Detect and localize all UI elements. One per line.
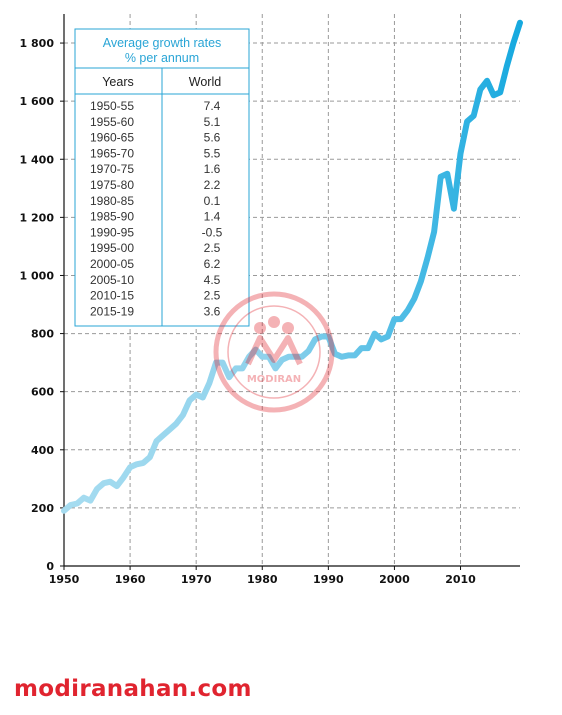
table-cell-world: 5.1: [204, 115, 221, 129]
table-title-line1: Average growth rates: [103, 36, 222, 50]
site-watermark-text[interactable]: modiranahan.com: [14, 676, 252, 702]
table-cell-world: 6.2: [204, 257, 221, 271]
table-cell-years: 1985-90: [90, 210, 134, 224]
table-cell-years: 1970-75: [90, 162, 134, 176]
y-tick-label: 1 600: [20, 95, 55, 108]
y-axis-ticks: 0 200 400 600 800 1 000 1 200 1 400 1 600 1 800: [20, 37, 64, 573]
table-cell-years: 1960-65: [90, 131, 134, 145]
table-cell-years: 1955-60: [90, 115, 134, 129]
table-cell-world: 2.5: [204, 241, 221, 255]
table-cell-world: 4.5: [204, 273, 221, 287]
table-cell-world: -0.5: [202, 225, 223, 239]
table-cell-world: 2.5: [204, 289, 221, 303]
table-cell-world: 1.6: [204, 162, 221, 176]
x-axis-ticks: 1950 1960 1970 1980 1990 2000 2010: [49, 566, 476, 586]
table-cell-years: 2005-10: [90, 273, 134, 287]
series-line: [61, 19, 523, 514]
y-tick-label: 1 200: [20, 211, 55, 224]
table-cell-world: 5.6: [204, 131, 221, 145]
table-cell-years: 1980-85: [90, 194, 134, 208]
y-tick-label: 0: [46, 560, 54, 573]
x-tick-label: 1960: [115, 573, 146, 586]
x-tick-label: 1990: [313, 573, 344, 586]
y-tick-label: 1 400: [20, 153, 55, 166]
table-cell-years: 1975-80: [90, 178, 134, 192]
table-cell-years: 1990-95: [90, 225, 134, 239]
table-cell-world: 3.6: [204, 304, 221, 318]
table-cell-world: 5.5: [204, 146, 221, 160]
table-cell-years: 1950-55: [90, 99, 134, 113]
table-cell-years: 2000-05: [90, 257, 134, 271]
series-world-gdp: [61, 19, 523, 514]
axes: [63, 14, 520, 567]
y-tick-label: 600: [31, 386, 54, 399]
table-rows: 1950-55 7.4 1955-60 5.1 1960-65 5.6 1965-70 5.5…: [90, 99, 223, 318]
x-tick-label: 2010: [445, 573, 476, 586]
y-tick-label: 200: [31, 502, 54, 515]
table-cell-years: 2010-15: [90, 289, 134, 303]
table-cell-years: 2015-19: [90, 304, 134, 318]
svg-text:MODIRAN: MODIRAN: [247, 374, 301, 385]
growth-rate-table: Average growth rates % per annum Years W…: [74, 28, 250, 327]
y-tick-label: 800: [31, 328, 54, 341]
x-tick-label: 1970: [181, 573, 212, 586]
x-tick-label: 1980: [247, 573, 278, 586]
x-tick-label: 2000: [379, 573, 410, 586]
table-header-years: Years: [102, 75, 134, 89]
table-title-line2: % per annum: [125, 51, 199, 65]
table-cell-years: 1965-70: [90, 146, 134, 160]
table-cell-world: 0.1: [204, 194, 221, 208]
y-tick-label: 400: [31, 444, 54, 457]
table-cell-world: 7.4: [204, 99, 221, 113]
table-header-world: World: [189, 75, 221, 89]
x-tick-label: 1950: [49, 573, 80, 586]
table-cell-years: 1995-00: [90, 241, 134, 255]
table-cell-world: 2.2: [204, 178, 221, 192]
watermark-logo: MODIRAN: [213, 291, 335, 413]
y-tick-label: 1 000: [20, 269, 55, 282]
table-cell-world: 1.4: [204, 210, 221, 224]
y-tick-label: 1 800: [20, 37, 55, 50]
